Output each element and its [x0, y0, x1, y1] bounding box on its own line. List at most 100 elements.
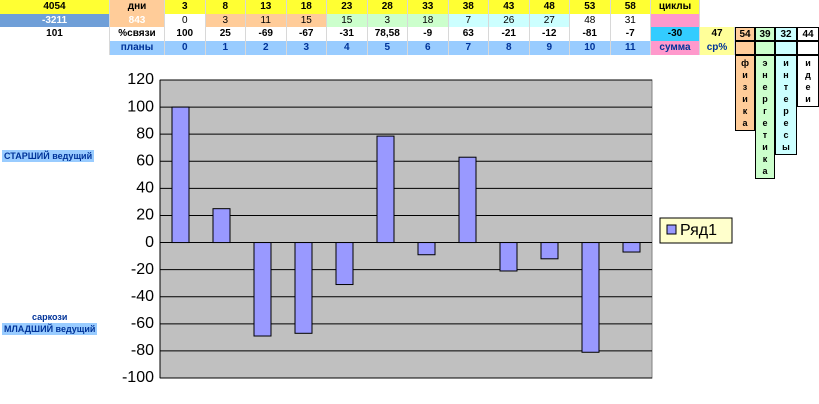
cell: 101 [0, 27, 110, 42]
cell: 843 [110, 13, 165, 28]
cell: 27 [529, 13, 570, 28]
cell: 25 [205, 27, 246, 42]
cell: 15 [286, 13, 327, 28]
bar [335, 242, 354, 286]
vertical-letter: к [762, 154, 768, 164]
cell: 48 [529, 0, 570, 14]
cell: дни [110, 0, 165, 14]
cell: 43 [489, 0, 530, 14]
cell: 28 [367, 0, 408, 14]
cell: 100 [165, 27, 206, 42]
cell: 3 [286, 41, 327, 56]
legend-label: Ряд1 [680, 222, 717, 239]
vertical-letter: т [762, 130, 768, 140]
cell: 31 [610, 13, 651, 28]
cell: 18 [408, 13, 449, 28]
vertical-letter: з [742, 82, 748, 92]
cell: -3211 [0, 13, 110, 28]
cell: 32 [775, 27, 797, 42]
vertical-letter: р [783, 106, 789, 116]
bar [171, 106, 190, 244]
bar [458, 156, 477, 244]
legend-swatch [666, 224, 677, 235]
cell: -9 [408, 27, 449, 42]
cell: 3 [367, 13, 408, 28]
cell: -7 [610, 27, 651, 42]
cell: %связи [110, 27, 165, 42]
cell: 7 [448, 41, 489, 56]
cell: 5 [367, 41, 408, 56]
vertical-letter: э [762, 58, 768, 68]
cell: 15 [327, 13, 368, 28]
vertical-letter: и [805, 94, 811, 104]
cell: 8 [205, 0, 246, 14]
cell: 78,58 [367, 27, 408, 42]
vertical-letter: с [783, 130, 789, 140]
y-tick-label: 120 [127, 71, 154, 88]
side-label: МЛАДШИЙ ведущий [2, 323, 98, 335]
cell: 2 [246, 41, 287, 56]
cell: 26 [489, 13, 530, 28]
vertical-letter: и [783, 58, 789, 68]
side-label: саркози [32, 312, 68, 322]
y-tick-label: -80 [131, 342, 154, 359]
y-tick-label: 80 [136, 125, 154, 142]
cell: -69 [246, 27, 287, 42]
vertical-letter: к [742, 106, 748, 116]
cell: сумма [651, 41, 700, 56]
cell: 10 [570, 41, 611, 56]
cell: 6 [408, 41, 449, 56]
cell: циклы [651, 0, 700, 14]
bar [499, 242, 518, 272]
cell [0, 41, 110, 56]
cell: 3 [205, 13, 246, 28]
y-tick-label: -40 [131, 288, 154, 305]
cell: -12 [529, 27, 570, 42]
cell: 48 [570, 13, 611, 28]
cell: 0 [165, 41, 206, 56]
bar [540, 242, 559, 260]
cell: 38 [448, 0, 489, 14]
bar [417, 242, 436, 256]
cell: ср% [700, 41, 735, 56]
cell: 13 [246, 0, 287, 14]
vertical-letter: и [742, 70, 748, 80]
cell: -21 [489, 27, 530, 42]
vertical-letter: р [762, 94, 768, 104]
cell: -30 [651, 27, 700, 42]
cell: 3 [165, 0, 206, 14]
cell: 0 [165, 13, 206, 28]
cell [735, 41, 755, 56]
cell: 11 [246, 13, 287, 28]
cell: -81 [570, 27, 611, 42]
cell: 4 [327, 41, 368, 56]
vertical-letter: е [805, 82, 811, 92]
y-tick-label: 100 [127, 98, 154, 115]
cell: -67 [286, 27, 327, 42]
vertical-letter: и [762, 142, 768, 152]
cell: 54 [735, 27, 755, 42]
vertical-cell [735, 55, 755, 131]
cell: 11 [610, 41, 651, 56]
cell [755, 41, 775, 56]
cell: планы [110, 41, 165, 56]
cell: 33 [408, 0, 449, 14]
cell: 18 [286, 0, 327, 14]
vertical-letter: и [742, 94, 748, 104]
cell: 7 [448, 13, 489, 28]
bar [212, 208, 231, 244]
cell: 4054 [0, 0, 110, 14]
cell: 39 [755, 27, 775, 42]
cell: 47 [700, 27, 735, 42]
cell [775, 41, 797, 56]
cell: 9 [529, 41, 570, 56]
cell: 63 [448, 27, 489, 42]
y-tick-label: 20 [136, 207, 154, 224]
cell: 1 [205, 41, 246, 56]
cell [797, 41, 819, 56]
cell: 58 [610, 0, 651, 14]
cell: -31 [327, 27, 368, 42]
vertical-letter: е [783, 94, 789, 104]
y-tick-label: -100 [122, 369, 154, 386]
